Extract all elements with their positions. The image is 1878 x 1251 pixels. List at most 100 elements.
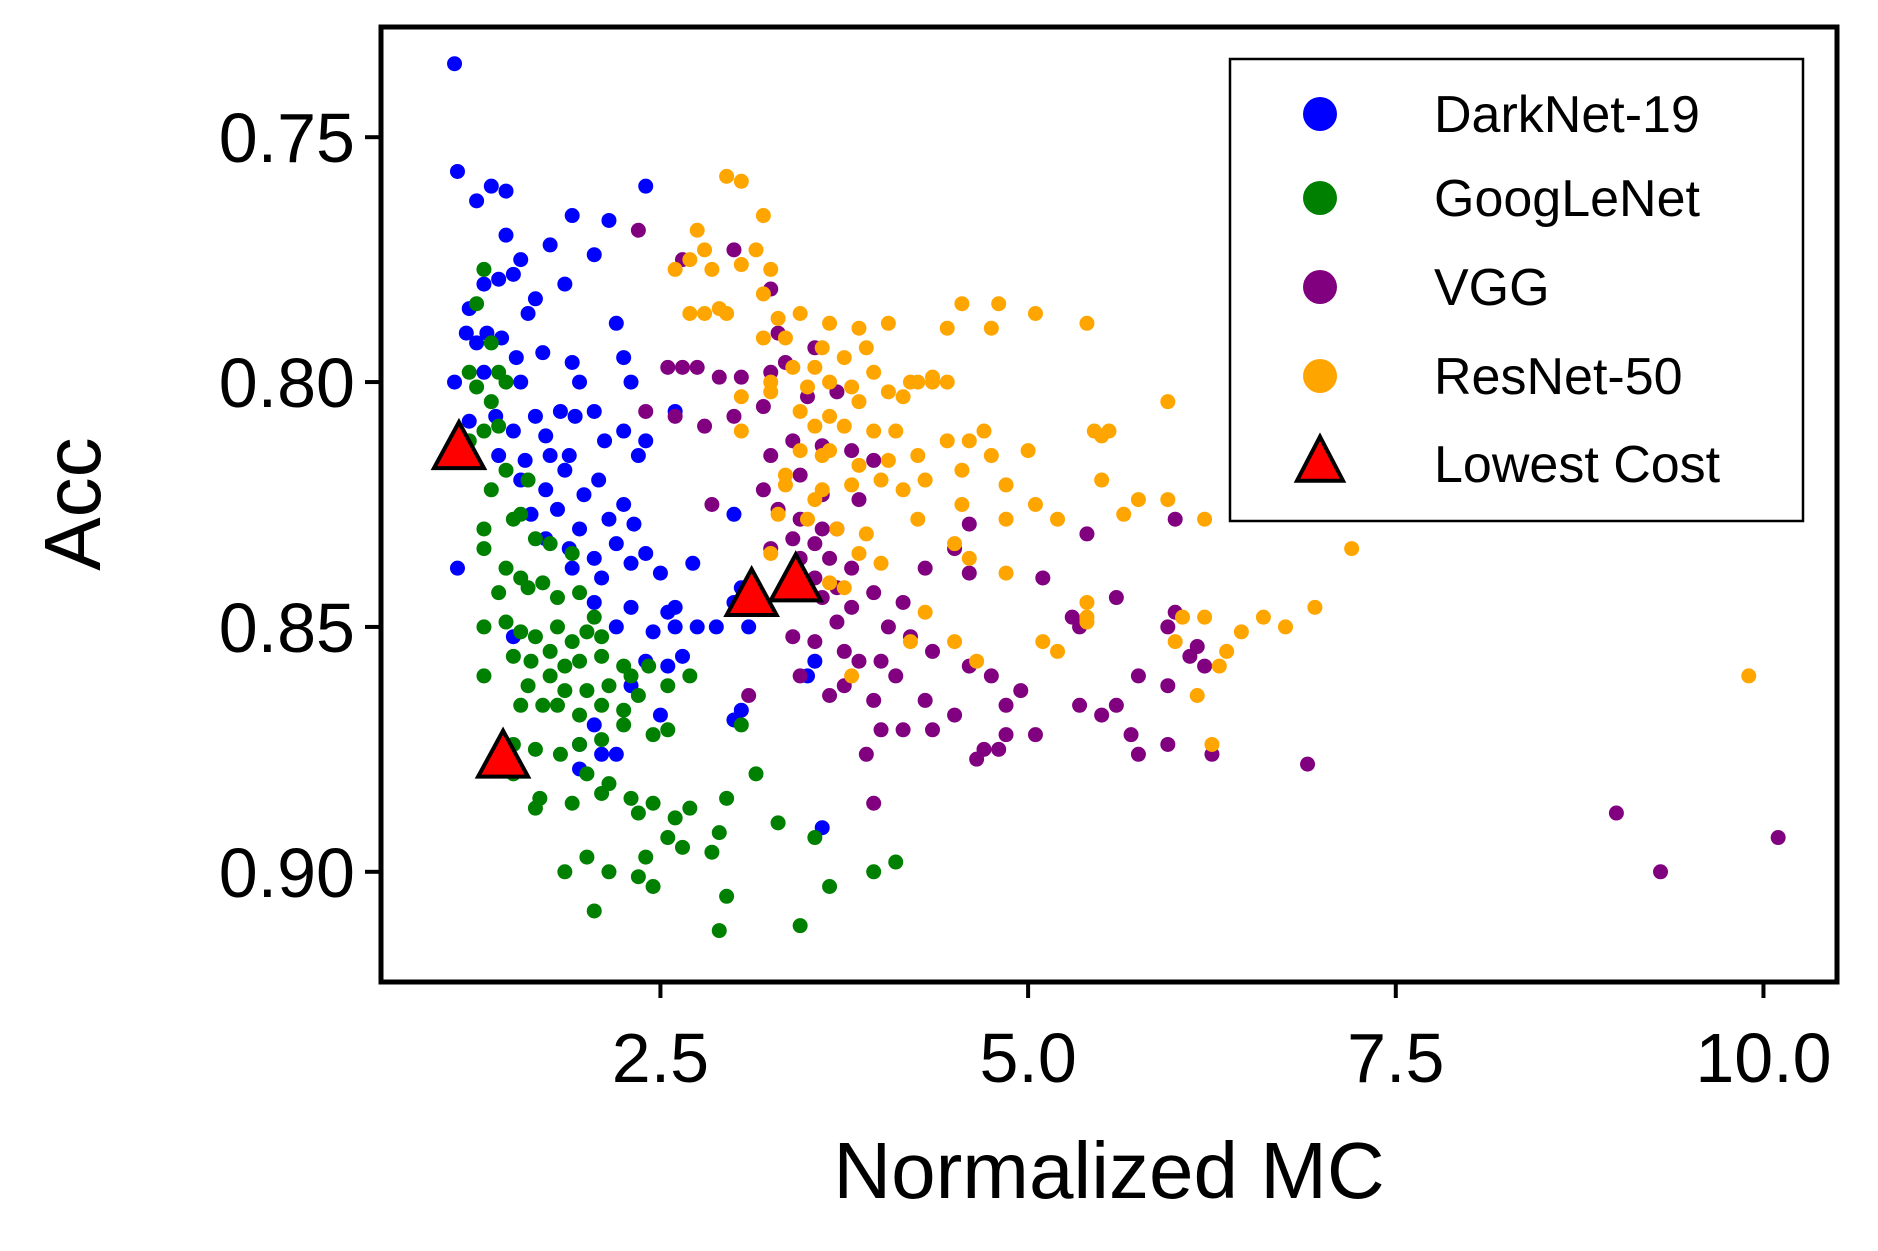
googlenet-point [660, 678, 676, 694]
vgg-point [726, 408, 742, 424]
resnet-50-point [800, 379, 816, 395]
googlenet-point [579, 849, 595, 865]
darknet-19-point [594, 570, 610, 586]
resnet-50-point [1050, 511, 1066, 527]
darknet-19-point [652, 565, 668, 581]
resnet-50-point [844, 477, 860, 493]
x-axis-title: Normalized MC [833, 1126, 1384, 1215]
resnet-50-point [807, 418, 823, 434]
googlenet-point [586, 903, 602, 919]
darknet-19-point [542, 448, 558, 464]
vgg-point [947, 707, 963, 723]
resnet-50-point [733, 423, 749, 439]
vgg-point [785, 531, 801, 547]
darknet-19-point [616, 350, 632, 366]
darknet-19-point [741, 619, 757, 635]
darknet-19-point [527, 408, 543, 424]
googlenet-point [572, 736, 588, 752]
resnet-50-point [961, 550, 977, 566]
vgg-point [733, 369, 749, 385]
resnet-50-point [763, 261, 779, 277]
resnet-50-point [939, 374, 955, 390]
googlenet-point [527, 800, 543, 816]
resnet-50-point [792, 306, 808, 321]
resnet-50-point [954, 497, 970, 512]
resnet-50-point [976, 423, 992, 439]
legend: DarkNet-19 GoogLeNet VGG ResNet-50 Lowest Co… [1228, 57, 1805, 523]
googlenet-point [469, 379, 485, 395]
resnet-50-point [836, 418, 852, 434]
googlenet-point [527, 531, 543, 547]
googlenet-point [527, 629, 543, 645]
darknet-19-point [469, 335, 485, 351]
resnet-50-point [991, 296, 1007, 312]
googlenet-point [888, 854, 904, 870]
resnet-50-point [954, 296, 970, 312]
darknet-19-point [476, 276, 492, 292]
googlenet-point [572, 585, 588, 601]
darknet-19-point [645, 624, 661, 640]
resnet-50-point [851, 320, 867, 336]
vgg-point [895, 722, 911, 738]
vgg-point [1108, 697, 1124, 713]
darknet-19-point [505, 423, 521, 439]
googlenet-point [505, 648, 521, 664]
y-tick-label: 0.75 [219, 99, 355, 177]
vgg-point [674, 359, 690, 375]
vgg-point [844, 443, 860, 459]
plot-frame [378, 24, 1840, 985]
darknet-19-point [447, 374, 463, 390]
resnet-50-point [1344, 541, 1360, 557]
resnet-50-point [880, 452, 896, 468]
resnet-50-point [983, 448, 999, 464]
darknet-19-point [591, 472, 607, 488]
resnet-50-point [910, 511, 926, 527]
resnet-50-point [822, 575, 838, 591]
vgg-point [851, 492, 867, 508]
resnet-50-point [777, 467, 793, 483]
resnet-50-point [1020, 443, 1036, 459]
resnet-50-point [1741, 668, 1757, 684]
darknet-19-point [483, 178, 499, 194]
vgg-point [630, 222, 646, 238]
resnet-50-point [851, 394, 867, 410]
resnet-50-point [939, 433, 955, 449]
vgg-point [1094, 707, 1110, 723]
darknet-19-point [597, 433, 613, 449]
resnet-50-point [983, 320, 999, 336]
darknet-19-point [498, 227, 514, 243]
vgg-point [755, 399, 771, 415]
vgg-point [983, 668, 999, 684]
resnet-50-point [814, 448, 830, 464]
darknet-19-point [652, 707, 668, 723]
resnet-50-point [873, 555, 889, 571]
darknet-19-point [564, 354, 580, 370]
resnet-50-point [689, 222, 705, 238]
darknet-19-point [572, 521, 588, 537]
resnet-50-point [1197, 511, 1213, 527]
vgg-point [1013, 683, 1029, 699]
resnet-50-point [1035, 634, 1051, 650]
resnet-50-point [1079, 594, 1095, 610]
resnet-50-point [851, 545, 867, 561]
vgg-point [807, 536, 823, 552]
googlenet-point [586, 609, 602, 625]
googlenet-point [807, 830, 823, 846]
darknet-19-point [608, 619, 624, 635]
googlenet-point [476, 423, 492, 439]
googlenet-point [601, 864, 617, 880]
darknet-19-point [608, 315, 624, 331]
vgg-point [866, 452, 882, 468]
vgg-point [807, 634, 823, 650]
googlenet-point [630, 869, 646, 885]
x-tick-label: 5.0 [979, 1019, 1076, 1097]
googlenet-point [483, 394, 499, 410]
vgg-point [895, 594, 911, 610]
darknet-19-point [638, 433, 654, 449]
vgg-point [917, 692, 933, 708]
resnet-50-point [733, 389, 749, 405]
googlenet-point [498, 560, 514, 576]
vgg-point [822, 688, 838, 703]
resnet-50-point [755, 330, 771, 346]
googlenet-point [630, 805, 646, 821]
